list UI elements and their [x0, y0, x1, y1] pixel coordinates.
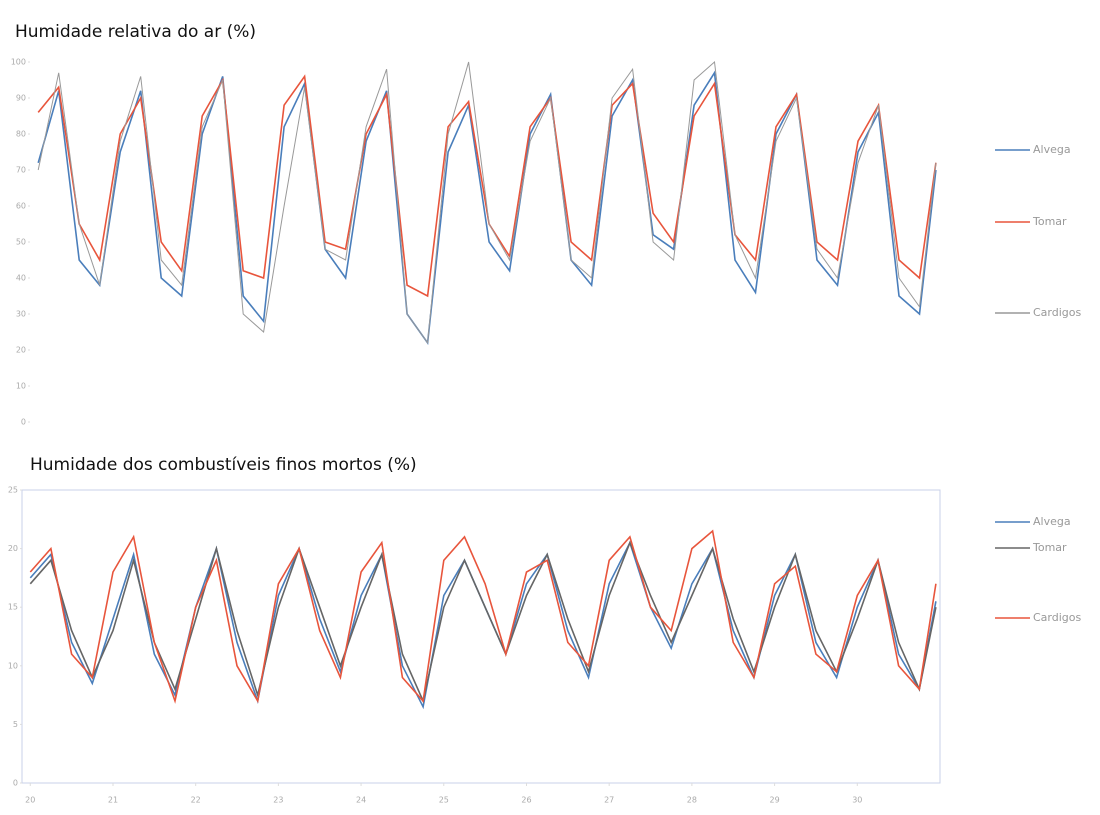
- x-tick-label: 24: [356, 796, 366, 805]
- x-tick-label: 20: [25, 796, 35, 805]
- legend-label: Cardigos: [1033, 611, 1082, 624]
- x-tick-label: 27: [604, 796, 614, 805]
- y-tick-label: 100: [11, 58, 26, 67]
- series-line: [37, 60, 937, 345]
- y-tick-label: 20: [8, 544, 18, 553]
- chart-title: Humidade dos combustíveis finos mortos (…: [30, 455, 417, 475]
- legend-label: Alvega: [1033, 143, 1071, 156]
- series-line: [29, 529, 937, 704]
- x-tick-label: 30: [852, 796, 862, 805]
- x-tick-label: 22: [191, 796, 201, 805]
- y-tick-label: 60: [16, 202, 26, 211]
- x-tick-label: 23: [273, 796, 283, 805]
- series-line: [29, 540, 937, 710]
- y-tick-label: 80: [16, 130, 26, 139]
- legend-label: Tomar: [1032, 215, 1067, 228]
- y-tick-label: 90: [16, 94, 26, 103]
- legend-label: Alvega: [1033, 515, 1071, 528]
- legend-label: Tomar: [1032, 541, 1067, 554]
- x-tick-label: 28: [687, 796, 697, 805]
- y-tick-label: 25: [8, 486, 18, 495]
- y-tick-label: 40: [16, 274, 26, 283]
- y-tick-label: 20: [16, 346, 26, 355]
- x-tick-label: 25: [439, 796, 449, 805]
- y-tick-label: 10: [16, 382, 26, 391]
- y-tick-label: 50: [16, 238, 26, 247]
- y-tick-label: 15: [8, 603, 18, 612]
- series-line: [37, 74, 937, 298]
- y-tick-label: 0: [13, 779, 18, 788]
- y-tick-label: 10: [8, 661, 18, 670]
- x-tick-label: 29: [770, 796, 780, 805]
- y-tick-label: 70: [16, 166, 26, 175]
- x-tick-label: 21: [108, 796, 118, 805]
- series-line: [37, 70, 937, 345]
- y-tick-label: 0: [21, 418, 26, 427]
- chart-title: Humidade relativa do ar (%): [15, 22, 256, 42]
- plot-border: [21, 489, 941, 784]
- legend-label: Cardigos: [1033, 306, 1082, 319]
- y-tick-label: 30: [16, 310, 26, 319]
- y-tick-label: 5: [13, 720, 18, 729]
- x-tick-label: 26: [521, 796, 531, 805]
